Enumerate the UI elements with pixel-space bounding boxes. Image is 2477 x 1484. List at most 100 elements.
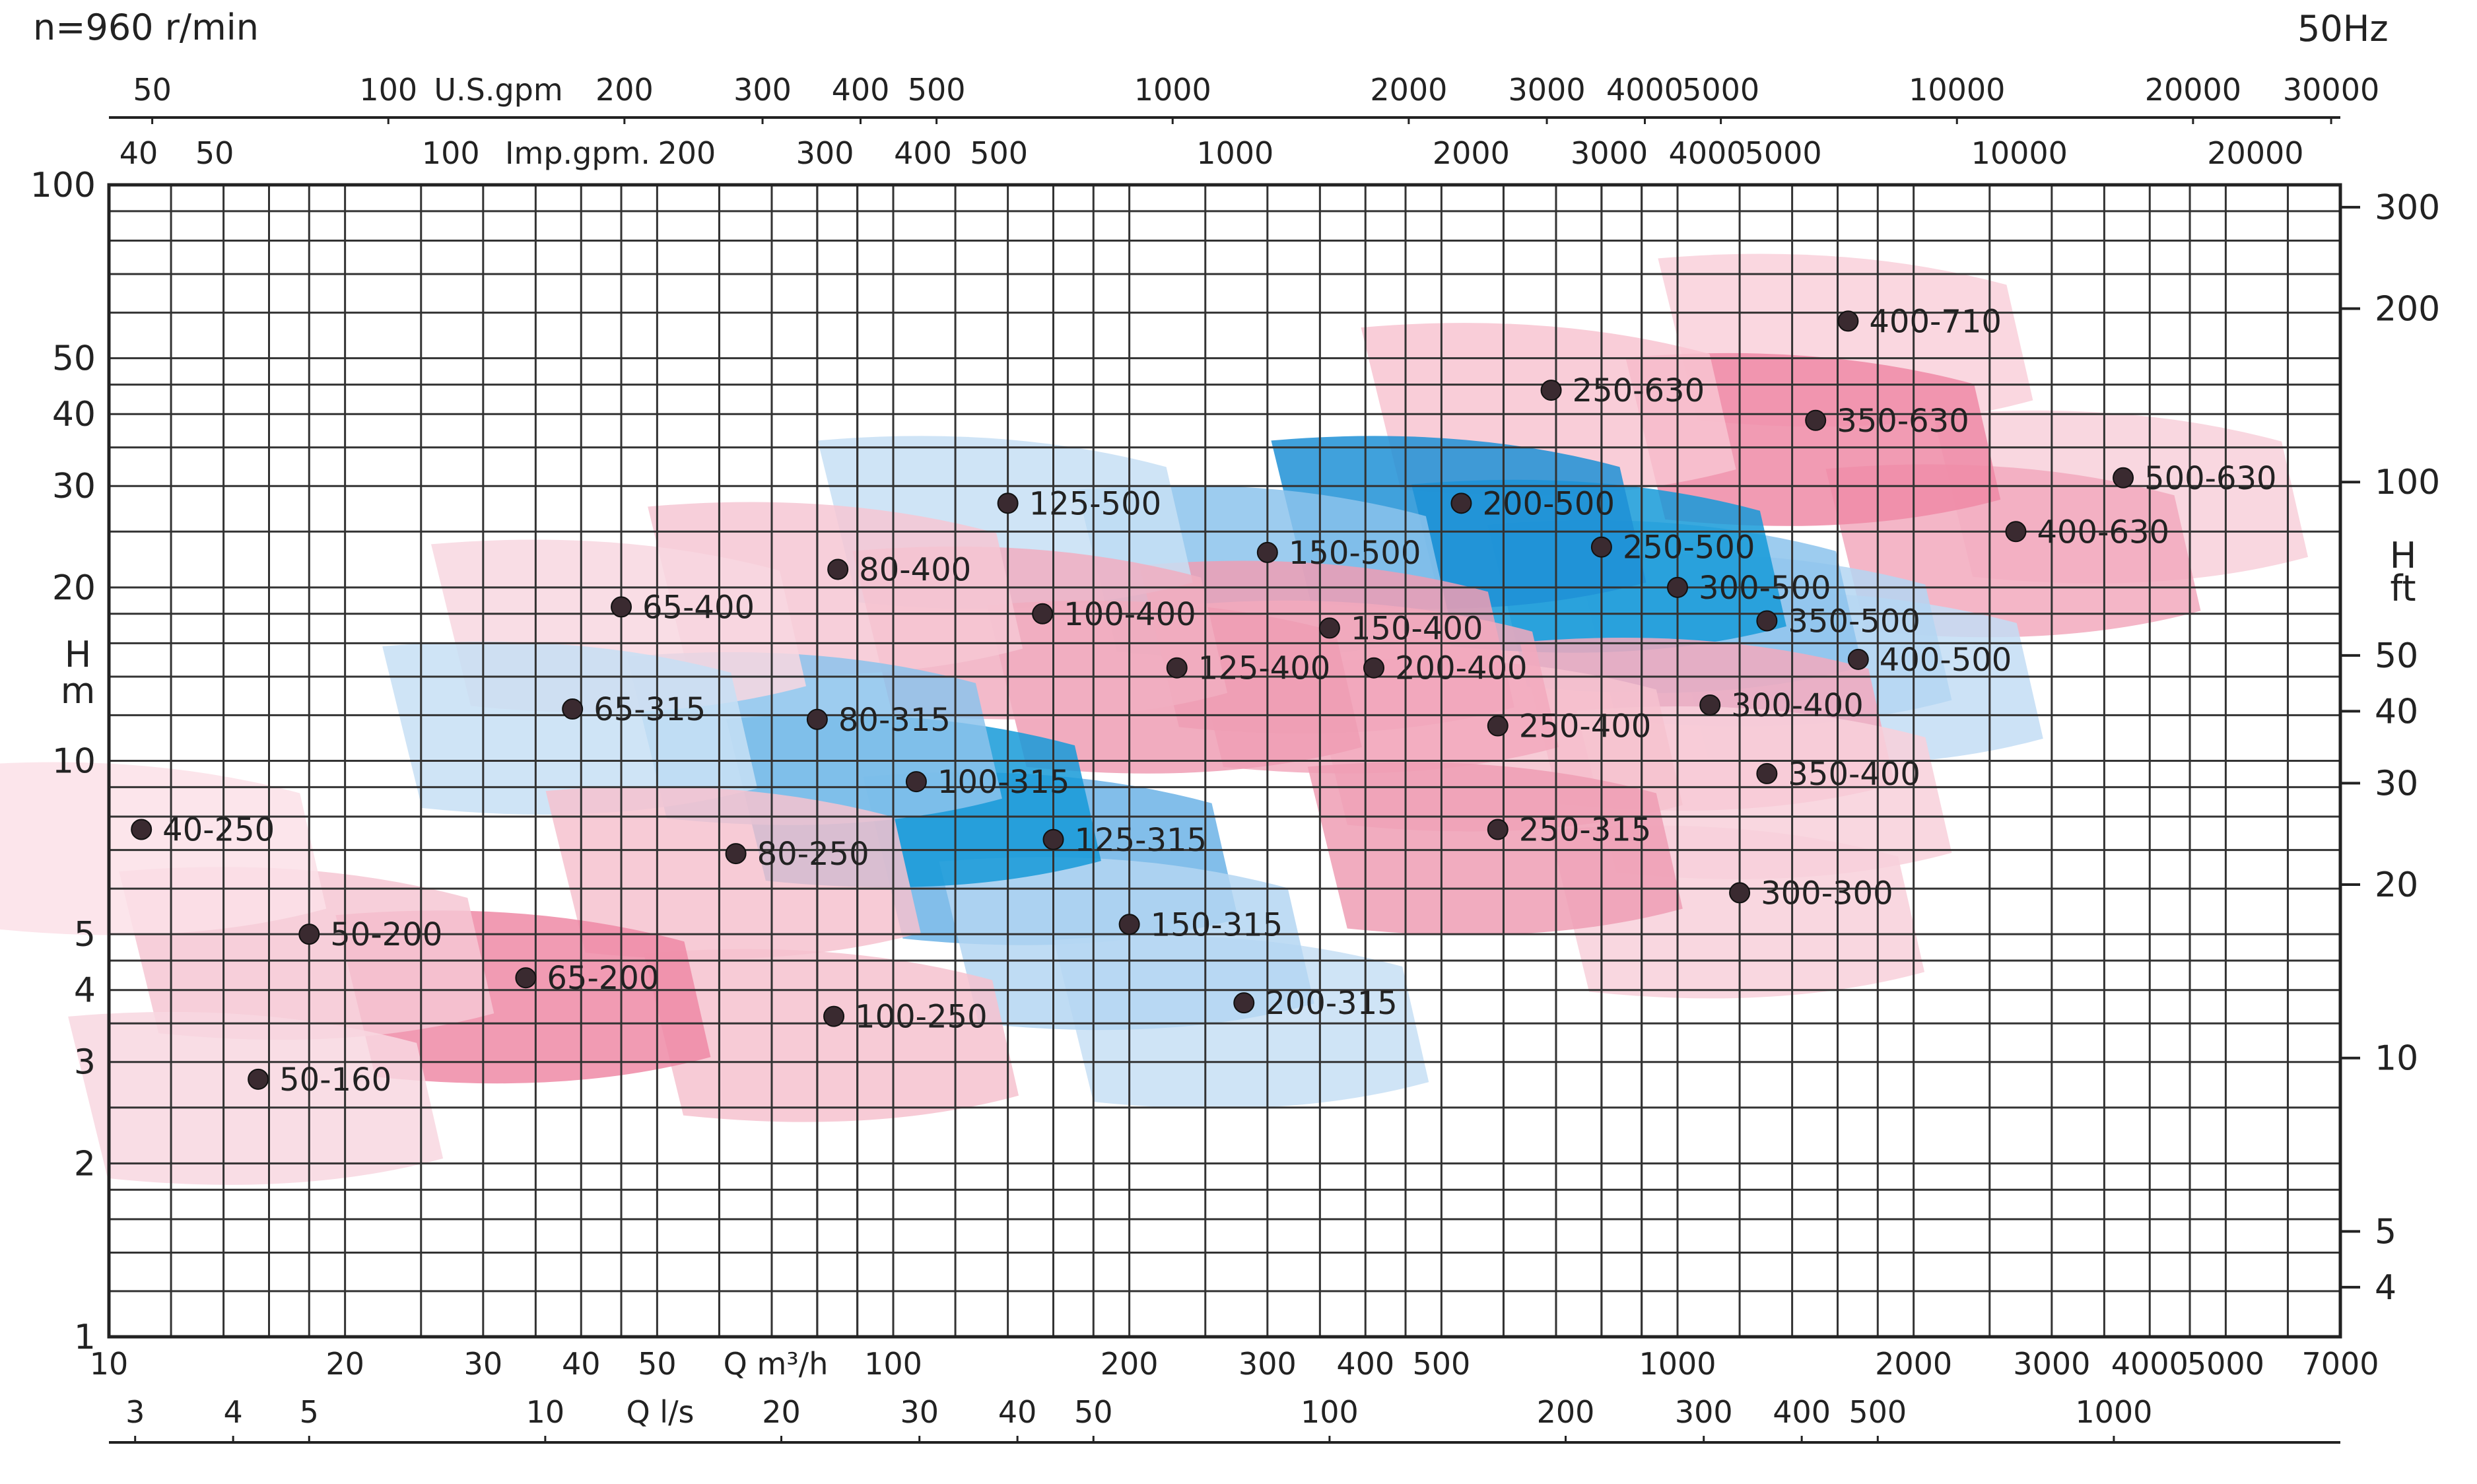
- x-bottom-tick: 100: [864, 1346, 922, 1382]
- pump-label-100-315: 100-315: [937, 764, 1070, 801]
- x-bottom2-tick: 100: [1301, 1394, 1359, 1430]
- y-right-label-h: H: [2390, 535, 2417, 576]
- region-40-250: [0, 762, 327, 935]
- y-left-label-m: m: [61, 670, 96, 712]
- x-top-tick: 100: [359, 72, 417, 108]
- region-65-315: [382, 642, 758, 815]
- pump-dot-125-315: [1042, 828, 1064, 850]
- y-right-tick: 20: [2375, 865, 2418, 905]
- x-top2-tick: 4000: [1668, 135, 1746, 171]
- pump-labels: 400-710 250-630 350-630 500-630 400-630 125-5…: [131, 303, 2277, 1098]
- x-top2-label: Imp.gpm.: [505, 135, 650, 171]
- x-bottom-tick: 300: [1238, 1346, 1297, 1382]
- pump-dot-350-400: [1756, 762, 1778, 784]
- x-top-tick: 50: [133, 72, 172, 108]
- y-left-tick: 30: [52, 467, 96, 506]
- pump-dot-50-200: [298, 924, 320, 945]
- pump-dot-100-315: [905, 771, 927, 793]
- pump-label-50-160: 50-160: [279, 1062, 391, 1098]
- y-right-tick: 300: [2375, 188, 2440, 228]
- x-top-tick: 3000: [1509, 72, 1586, 108]
- x-top2-tick: 2000: [1433, 135, 1510, 171]
- pump-dot-80-400: [827, 558, 849, 580]
- x-bottom-tick: 40: [562, 1346, 601, 1382]
- pump-dot-350-630: [1805, 409, 1827, 431]
- pump-label-125-315: 125-315: [1075, 822, 1207, 859]
- y-left-tick: 10: [52, 742, 96, 782]
- y-left-tick: 4: [74, 971, 96, 1011]
- pump-dot-80-250: [725, 843, 747, 865]
- pump-dot-65-315: [562, 698, 584, 720]
- pump-dot-250-315: [1487, 819, 1509, 840]
- x-bottom2-tick: 10: [526, 1394, 565, 1430]
- y-right-tick: 4: [2375, 1268, 2396, 1308]
- x-top-tick: 1000: [1134, 72, 1211, 108]
- pump-label-300-500: 300-500: [1699, 570, 1831, 607]
- x-bottom-tick: 30: [464, 1346, 503, 1382]
- x-bottom-tick: 4000: [2111, 1346, 2189, 1382]
- y-left-tick: 3: [74, 1043, 96, 1083]
- pump-label-250-400: 250-400: [1519, 708, 1652, 745]
- pump-dot-40-250: [131, 819, 153, 840]
- chart-grid: [107, 183, 2342, 1339]
- x-top-tick: 4000: [1606, 72, 1683, 108]
- y-left-tick: 40: [52, 395, 96, 434]
- x-bottom-tick: 20: [325, 1346, 364, 1382]
- x-bottom-tick: 1000: [1639, 1346, 1716, 1382]
- region-80-250: [545, 786, 921, 960]
- pump-label-250-630: 250-630: [1573, 372, 1705, 409]
- x-bottom-tick: 10: [90, 1346, 129, 1382]
- x-bottom-tick: 2000: [1875, 1346, 1952, 1382]
- pump-label-350-400: 350-400: [1788, 756, 1920, 793]
- pump-label-40-250: 40-250: [162, 811, 275, 848]
- y-left-tick: 100: [30, 166, 96, 205]
- chart-axes: 1 2 3 4 5 10 20 30 40 50 100 Hm 4 5 10 20 30 40 50 100 200 30…: [30, 72, 2440, 1444]
- x-bottom2-tick: 30: [900, 1394, 939, 1430]
- pump-label-100-250: 100-250: [855, 999, 988, 1036]
- pump-label-350-630: 350-630: [1837, 403, 1969, 440]
- x-bottom2-label: Q l/s: [626, 1394, 694, 1430]
- x-top-tick: 300: [733, 72, 792, 108]
- x-bottom2-tick: 500: [1849, 1394, 1907, 1430]
- pump-label-50-200: 50-200: [330, 916, 442, 953]
- pump-label-200-500: 200-500: [1482, 485, 1615, 522]
- x-bottom-tick: 5000: [2187, 1346, 2264, 1382]
- x-bottom-label: Q m³/h: [724, 1346, 829, 1382]
- x-bottom2-tick: 4: [223, 1394, 242, 1430]
- x-top2-tick: 50: [195, 135, 234, 171]
- pump-dot-400-500: [1847, 648, 1869, 670]
- y-right-tick: 10: [2375, 1039, 2418, 1079]
- x-bottom2-tick: 50: [1074, 1394, 1113, 1430]
- x-top2-tick: 500: [970, 135, 1028, 171]
- pump-dot-200-315: [1233, 992, 1255, 1014]
- pump-label-150-315: 150-315: [1151, 906, 1283, 943]
- pump-dot-65-200: [515, 967, 537, 989]
- y-right-tick: 5: [2375, 1212, 2396, 1252]
- region-150-315: [939, 857, 1314, 1030]
- y-left-tick: 1: [74, 1318, 96, 1357]
- x-top-tick: 10000: [1909, 72, 2005, 108]
- pump-label-65-315: 65-315: [594, 691, 706, 728]
- x-bottom2-tick: 20: [762, 1394, 801, 1430]
- y-right-tick: 100: [2375, 463, 2440, 502]
- pump-dot-400-710: [1837, 310, 1859, 332]
- pump-dot-125-500: [997, 492, 1019, 514]
- pump-dot-50-160: [248, 1068, 269, 1090]
- pump-dot-80-315: [806, 708, 828, 730]
- y-right-tick: 40: [2375, 692, 2418, 731]
- pump-dot-200-400: [1363, 657, 1385, 679]
- pump-dot-250-630: [1540, 380, 1562, 401]
- pump-dot-65-400: [611, 596, 632, 618]
- pump-regions: [0, 253, 2309, 1185]
- x-bottom2-tick: 400: [1773, 1394, 1831, 1430]
- pump-dot-300-500: [1667, 576, 1689, 598]
- pump-label-65-200: 65-200: [547, 960, 659, 997]
- y-left-tick: 50: [52, 339, 96, 379]
- x-top-tick: 200: [595, 72, 654, 108]
- pump-dot-150-315: [1118, 914, 1140, 935]
- x-bottom-tick: 7000: [2301, 1346, 2379, 1382]
- pump-label-150-500: 150-500: [1289, 535, 1421, 572]
- x-bottom2-tick: 200: [1537, 1394, 1595, 1430]
- pump-dot-125-400: [1166, 657, 1188, 679]
- x-top2-tick: 200: [658, 135, 716, 171]
